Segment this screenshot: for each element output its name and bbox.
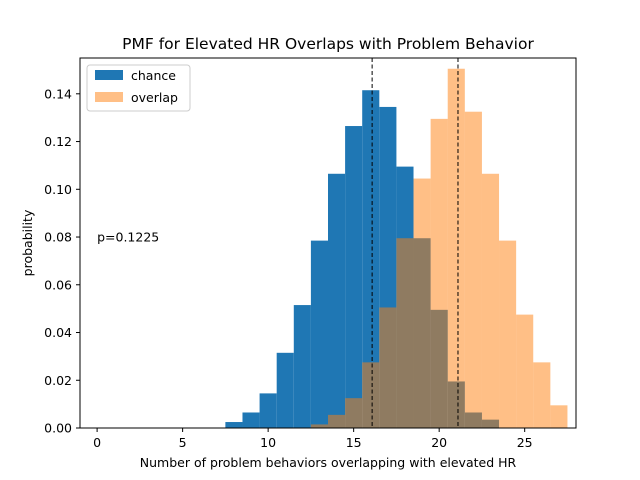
legend-swatch-overlap	[95, 92, 123, 102]
x-tick-label: 5	[179, 435, 187, 450]
legend-label-overlap: overlap	[131, 90, 178, 105]
bar-chance-8	[362, 90, 380, 429]
bar-overlap-3	[362, 362, 380, 428]
x-tick-label: 0	[93, 435, 101, 450]
x-axis-label: Number of problem behaviors overlapping …	[140, 455, 517, 470]
x-axis-ticks: 0 5 10 15 20 25	[93, 428, 533, 450]
bar-overlap-14	[550, 405, 568, 428]
x-tick-label: 20	[431, 435, 447, 450]
bar-overlap-7	[430, 118, 448, 428]
bar-chance-3	[276, 352, 294, 428]
x-tick-label: 15	[346, 435, 362, 450]
bar-overlap-5	[396, 238, 414, 428]
bar-overlap-10	[481, 173, 500, 428]
legend: chance overlap	[86, 64, 191, 112]
y-tick-label: 0.06	[44, 277, 72, 292]
y-tick-label: 0.12	[44, 134, 72, 149]
bar-chance-7	[345, 126, 363, 428]
y-tick-label: 0.00	[44, 421, 72, 436]
bar-overlap-11	[499, 240, 517, 428]
bar-chance-0	[225, 422, 243, 428]
bar-chance-6	[328, 173, 346, 428]
bar-overlap-4	[379, 307, 397, 428]
bar-overlap-2	[345, 398, 363, 428]
bar-overlap-9	[464, 111, 482, 428]
bar-overlap-6	[413, 178, 431, 428]
x-tick-label: 25	[517, 435, 533, 450]
y-tick-label: 0.04	[44, 325, 72, 340]
histogram-bars	[225, 68, 568, 429]
bar-chance-1	[242, 412, 260, 428]
bar-chance-2	[259, 393, 277, 428]
bar-overlap-0	[310, 424, 328, 428]
bar-overlap-1	[328, 414, 346, 428]
y-axis-label: probability	[20, 209, 35, 276]
bar-overlap-8	[447, 68, 465, 428]
y-axis-ticks: 0.00 0.02 0.04 0.06 0.08 0.10 0.12 0.14	[44, 86, 80, 436]
x-tick-label: 10	[260, 435, 276, 450]
y-tick-label: 0.02	[44, 373, 72, 388]
y-tick-label: 0.14	[44, 86, 72, 101]
mean-lines	[371, 58, 459, 428]
legend-swatch-chance	[95, 70, 123, 80]
plot-frame	[79, 57, 577, 429]
bar-overlap-12	[516, 314, 534, 428]
bar-overlap-13	[533, 362, 551, 428]
p-value-annotation: p=0.1225	[97, 230, 159, 245]
y-tick-label: 0.08	[44, 230, 72, 245]
chart-title: PMF for Elevated HR Overlaps with Proble…	[122, 35, 534, 53]
bar-chance-5	[310, 240, 328, 428]
y-tick-label: 0.10	[44, 182, 72, 197]
bar-chance-4	[293, 305, 311, 428]
legend-label-chance: chance	[131, 68, 176, 83]
